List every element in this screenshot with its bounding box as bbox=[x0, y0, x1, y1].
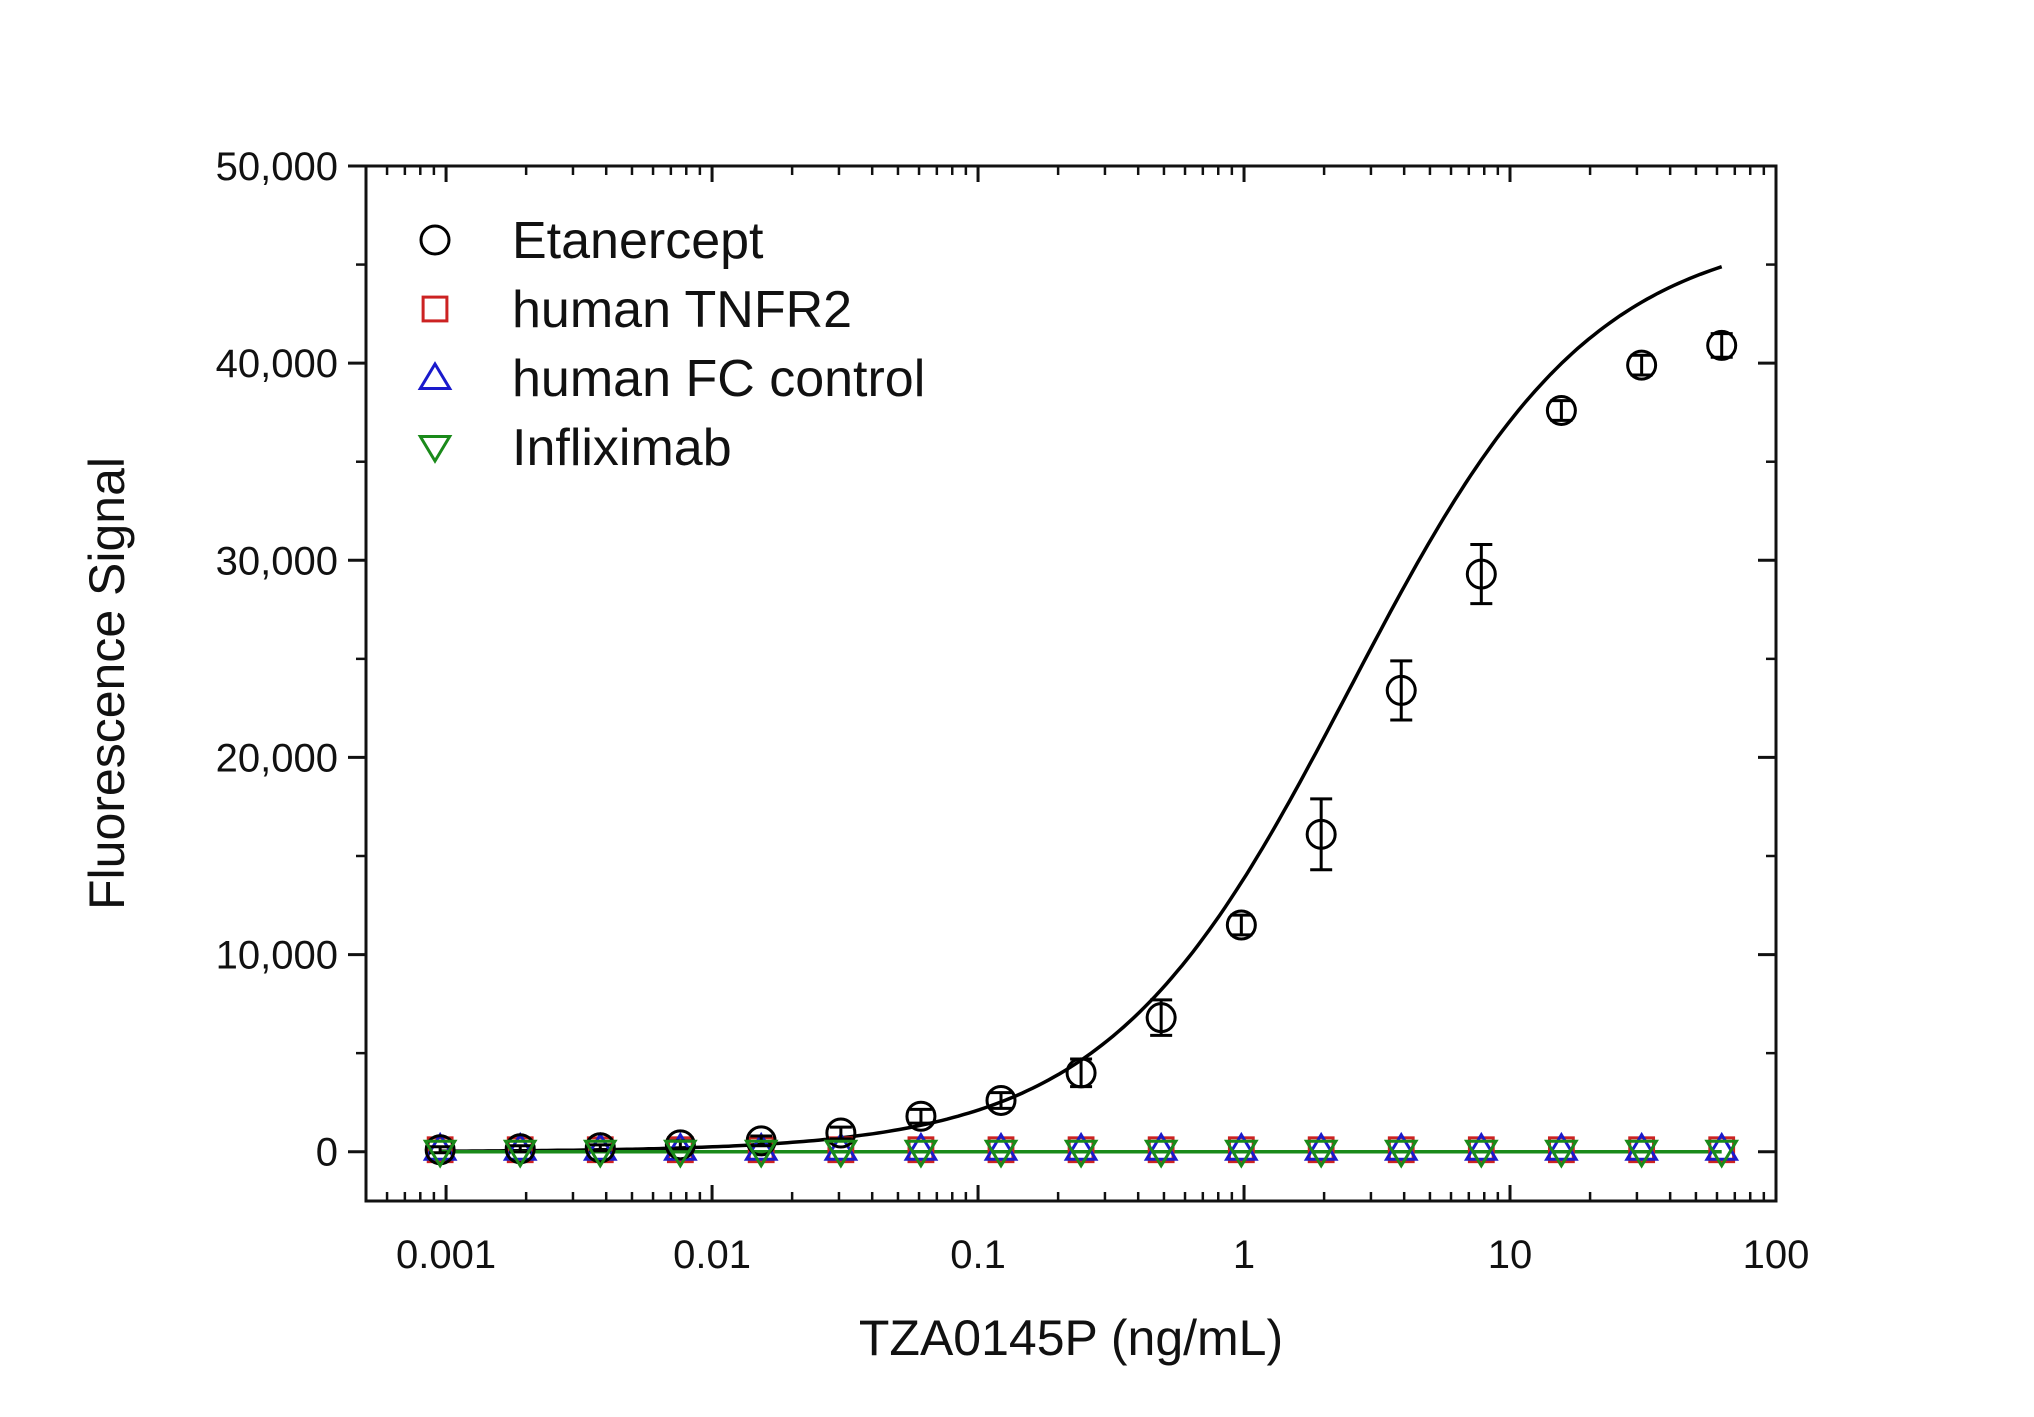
y-tick-label: 40,000 bbox=[216, 342, 338, 386]
data-point bbox=[905, 1100, 937, 1132]
data-point bbox=[502, 1139, 538, 1169]
data-point bbox=[1223, 1139, 1259, 1169]
x-tick-label: 0.001 bbox=[396, 1233, 496, 1277]
data-point bbox=[1063, 1139, 1099, 1169]
data-point bbox=[1063, 1131, 1099, 1161]
data-point bbox=[1305, 818, 1337, 850]
data-point bbox=[1467, 1136, 1495, 1164]
data-point bbox=[907, 1136, 935, 1164]
data-point bbox=[1145, 1002, 1177, 1034]
data-point bbox=[663, 1139, 698, 1169]
data-point bbox=[1624, 1131, 1659, 1161]
legend-marker-human-fc-control bbox=[417, 361, 453, 390]
data-point bbox=[987, 1136, 1015, 1164]
data-point bbox=[983, 1131, 1019, 1161]
data-point bbox=[1704, 1131, 1740, 1161]
x-tick-label: 0.1 bbox=[950, 1233, 1006, 1277]
tick-labels: 0.001 0.01 0.1 1 10 100 0 10,000 20,000 30,000 40,… bbox=[216, 145, 1810, 1277]
x-tick-label: 0.01 bbox=[673, 1233, 751, 1277]
legend-marker-infliximab bbox=[417, 435, 453, 464]
data-point bbox=[1626, 349, 1658, 381]
data-point bbox=[903, 1131, 939, 1161]
data-point bbox=[1223, 1131, 1259, 1161]
x-tick-label: 1 bbox=[1233, 1233, 1255, 1277]
data-point bbox=[1463, 1139, 1499, 1169]
x-axis-title: TZA0145P (ng/mL) bbox=[859, 1310, 1283, 1366]
data-point bbox=[1704, 1139, 1740, 1169]
data-point bbox=[825, 1117, 857, 1149]
data-point bbox=[823, 1131, 859, 1161]
data-point bbox=[1465, 558, 1497, 590]
data-point bbox=[1067, 1136, 1095, 1164]
legend-marker-etanercept bbox=[419, 224, 451, 256]
data-point bbox=[1065, 1057, 1097, 1089]
data-point bbox=[1706, 329, 1738, 361]
legend-marker-human-tnfr2 bbox=[421, 295, 449, 323]
data-point bbox=[1624, 1139, 1659, 1169]
plot-frame bbox=[364, 164, 1778, 1203]
data-point bbox=[1544, 1139, 1579, 1169]
data-point bbox=[1225, 909, 1257, 941]
x-tick-label: 10 bbox=[1488, 1233, 1533, 1277]
data-point bbox=[1385, 674, 1417, 706]
data-point bbox=[1383, 1131, 1419, 1161]
data-point bbox=[1387, 1136, 1415, 1164]
data-point bbox=[584, 1132, 616, 1164]
y-tick-label: 0 bbox=[316, 1131, 338, 1175]
data-points bbox=[422, 329, 1740, 1169]
data-point bbox=[582, 1131, 618, 1161]
data-point bbox=[985, 1084, 1017, 1116]
legend-label: human FC control bbox=[512, 350, 925, 408]
legend-label: Infliximab bbox=[512, 419, 732, 477]
data-point bbox=[1227, 1136, 1255, 1164]
data-point bbox=[903, 1139, 939, 1169]
y-tick-label: 30,000 bbox=[216, 539, 338, 583]
data-point bbox=[1303, 1139, 1339, 1169]
data-point bbox=[1463, 1131, 1499, 1161]
y-tick-label: 50,000 bbox=[216, 145, 338, 189]
y-axis-title: Fluorescence Signal bbox=[79, 457, 135, 910]
legend: Etanercept human TNFR2 human FC control Inf… bbox=[417, 212, 925, 477]
data-point bbox=[422, 1139, 458, 1169]
data-point bbox=[1708, 1136, 1736, 1164]
data-point bbox=[983, 1139, 1019, 1169]
data-point bbox=[1383, 1139, 1419, 1169]
data-point bbox=[1544, 1131, 1579, 1161]
data-point bbox=[1143, 1139, 1179, 1169]
data-point bbox=[823, 1139, 859, 1169]
data-point bbox=[1147, 1136, 1175, 1164]
data-point bbox=[1303, 1131, 1339, 1161]
data-point bbox=[1545, 394, 1577, 426]
legend-label: Etanercept bbox=[512, 212, 764, 270]
data-point bbox=[743, 1139, 779, 1169]
data-point bbox=[426, 1136, 454, 1164]
y-tick-label: 10,000 bbox=[216, 934, 338, 978]
data-point bbox=[582, 1139, 618, 1169]
data-point bbox=[1307, 1136, 1335, 1164]
series-infliximab bbox=[422, 1139, 1740, 1169]
data-point bbox=[1143, 1131, 1179, 1161]
x-tick-label: 100 bbox=[1743, 1233, 1810, 1277]
data-point bbox=[1628, 1136, 1656, 1164]
data-point bbox=[504, 1133, 536, 1165]
legend-label: human TNFR2 bbox=[512, 281, 852, 339]
data-point bbox=[1547, 1136, 1575, 1164]
y-tick-label: 20,000 bbox=[216, 736, 338, 780]
